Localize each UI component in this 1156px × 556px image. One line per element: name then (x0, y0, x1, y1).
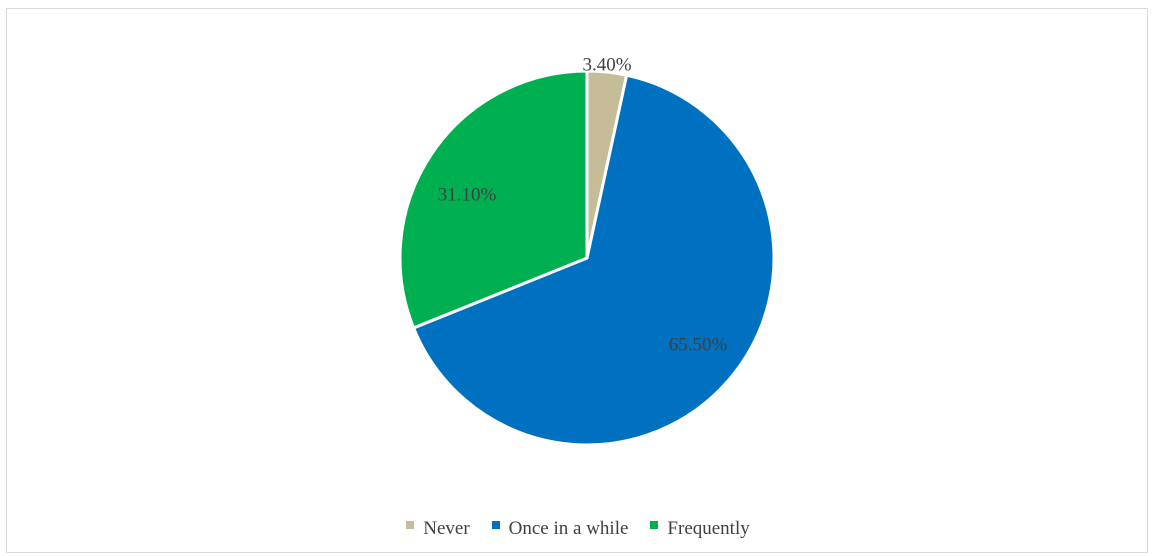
legend-label-frequently: Frequently (667, 518, 750, 539)
legend: Never Once in a while Frequently (0, 518, 1156, 540)
legend-entry-frequently: Frequently (650, 518, 750, 540)
data-label-frequently: 31.10% (438, 184, 497, 205)
data-label-once-in-a-while: 65.50% (669, 334, 728, 355)
pie-slice-once-in-a-while (412, 73, 776, 447)
data-label-never: 3.40% (582, 54, 631, 75)
legend-entry-never: Never (406, 518, 470, 540)
legend-swatch-frequently (650, 521, 659, 529)
legend-label-once-in-a-while: Once in a while (508, 518, 629, 539)
legend-label-never: Never (423, 518, 470, 539)
legend-entry-once-in-a-while: Once in a while (491, 518, 629, 540)
pie-slice-frequently (398, 69, 589, 330)
legend-swatch-once-in-a-while (491, 521, 500, 529)
legend-swatch-never (406, 521, 415, 529)
